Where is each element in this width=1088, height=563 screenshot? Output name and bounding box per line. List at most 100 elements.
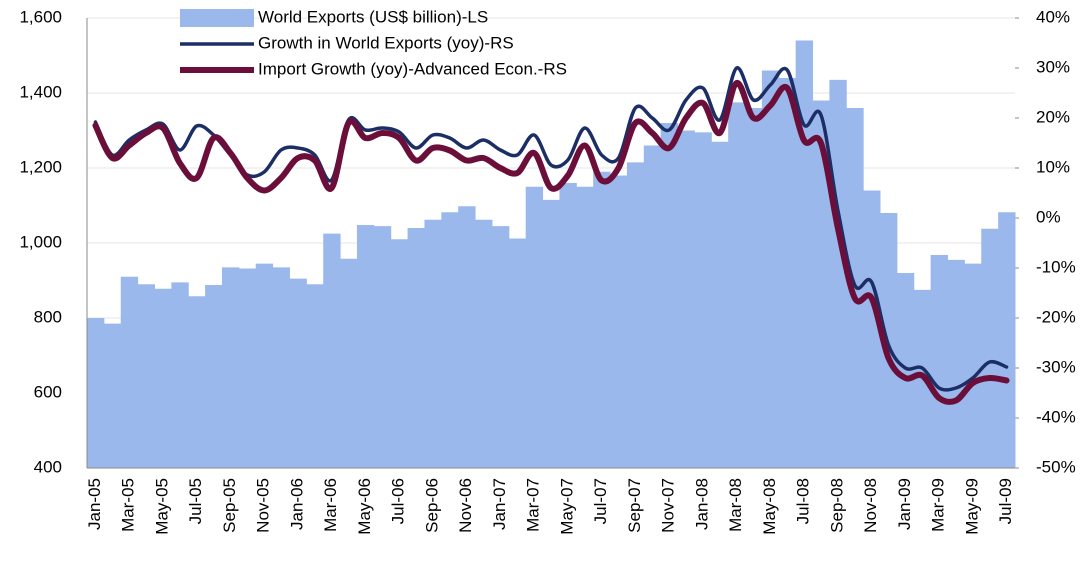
bar [778,78,797,468]
bar [491,226,510,468]
bar [103,323,122,468]
y2-tick-label: 10% [1036,157,1070,176]
bar [677,130,695,468]
x-tick-label: Nov-05 [254,478,273,533]
bar [964,263,982,468]
bar [407,228,425,468]
x-tick-label: Jul-06 [389,478,408,524]
y2-tick-label: -30% [1036,357,1076,376]
bar [559,183,577,468]
y-tick-label: 600 [34,382,62,401]
bar [947,259,965,468]
bar [221,267,240,468]
x-tick-label: Jan-07 [490,478,509,530]
y2-tick-label: 0% [1036,207,1061,226]
bar [761,70,780,468]
y-tick-label: 1,400 [19,82,62,101]
bar [272,267,290,468]
bar [930,255,949,468]
bar [610,175,628,468]
bar [441,212,459,468]
bar [154,288,172,468]
x-tick-label: Sep-08 [827,478,846,533]
bar [812,100,830,468]
y2-tick-label: 30% [1036,57,1070,76]
bar [390,239,409,468]
bar [340,258,358,468]
y-tick-label: 1,000 [19,232,62,251]
x-tick-label: Mar-08 [726,478,745,532]
x-tick-label: Mar-05 [119,478,138,532]
bar [795,40,814,468]
x-tick-label: May-08 [760,478,779,535]
x-tick-label: Mar-07 [524,478,543,532]
y2-tick-label: -20% [1036,307,1076,326]
x-tick-label: Jan-06 [287,478,306,530]
y2-tick-label: -40% [1036,407,1076,426]
bar [728,102,746,468]
bar [711,141,729,468]
x-tick-label: Mar-09 [929,478,948,532]
bar [863,190,881,468]
bar [998,212,1016,468]
bar [87,318,105,468]
x-tick-label: Jul-07 [591,478,610,524]
bar [137,284,155,468]
bar [525,186,544,468]
legend-label: Import Growth (yoy)-Advanced Econ.-RS [258,59,567,78]
bar [255,263,274,468]
bar [745,108,763,468]
x-tick-label: May-09 [962,478,981,535]
x-tick-label: May-06 [355,478,374,535]
y-tick-label: 1,200 [19,157,62,176]
bar [593,171,611,468]
x-tick-label: Sep-07 [625,478,644,533]
bar [356,225,375,468]
x-tick-label: May-05 [152,478,171,535]
bar [643,145,662,468]
x-tick-label: Nov-08 [861,478,880,533]
y-tick-label: 800 [34,307,62,326]
legend-swatch [180,9,254,27]
legend-label: Growth in World Exports (yoy)-RS [258,33,514,52]
bar [660,123,679,468]
y2-tick-label: 40% [1036,7,1070,26]
bar [373,226,392,468]
bar [289,278,307,468]
bar [306,284,324,468]
bar [323,233,341,468]
x-tick-label: Nov-06 [456,478,475,533]
bar [981,228,999,468]
line [92,79,1010,405]
bar [238,268,257,468]
bar [542,199,560,468]
x-tick-label: Jan-08 [692,478,711,530]
bar [896,273,915,468]
x-tick-label: Jul-05 [186,478,205,524]
x-tick-label: Nov-07 [659,478,678,533]
x-tick-label: Sep-05 [220,478,239,533]
y2-tick-label: -10% [1036,257,1076,276]
y-tick-label: 1,600 [19,7,62,26]
x-tick-label: Jul-08 [794,478,813,524]
bar [576,186,594,468]
bar [171,282,189,468]
x-tick-label: Jan-09 [895,478,914,530]
y2-tick-label: -50% [1036,457,1076,476]
bar [205,285,223,468]
bar [458,206,476,468]
bar [475,219,493,468]
y-tick-label: 400 [34,457,62,476]
x-tick-label: Jan-05 [85,478,104,530]
x-tick-label: Mar-06 [321,478,340,532]
bar [188,296,206,468]
x-tick-label: May-07 [557,478,576,535]
x-tick-label: Sep-06 [422,478,441,533]
bar [829,79,847,468]
x-tick-label: Jul-09 [996,478,1015,524]
legend-label: World Exports (US$ billion)-LS [258,7,488,26]
bar [626,162,645,468]
bar [120,276,139,468]
